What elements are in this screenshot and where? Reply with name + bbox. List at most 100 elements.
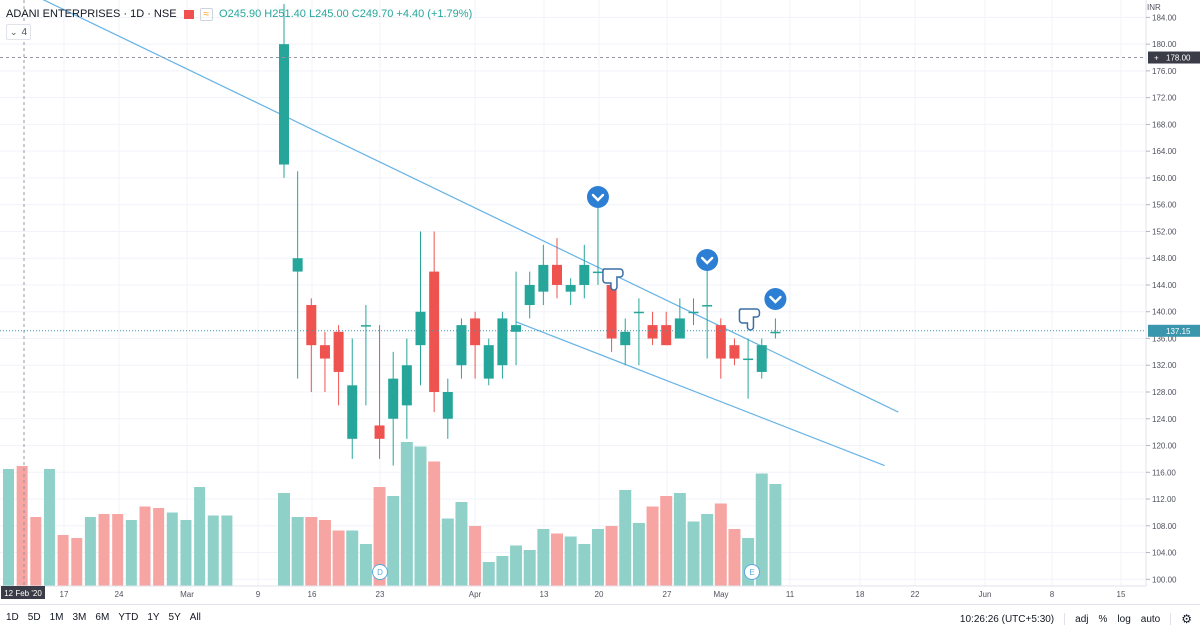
volume-bar [455,502,468,586]
candle-body [483,345,494,379]
y-tick-label: 124.00 [1152,415,1177,424]
volume-bar [125,520,137,586]
percent-toggle[interactable]: % [1098,613,1108,625]
range-button-3m[interactable]: 3M [72,612,87,623]
range-button-1m[interactable]: 1M [49,612,64,623]
range-button-all[interactable]: All [189,612,201,623]
volume-bar [701,514,714,586]
y-tick-label: 156.00 [1152,201,1177,210]
volume-bar [578,544,591,586]
range-button-1d[interactable]: 1D [6,612,19,623]
x-tick-label: Jun [979,590,992,599]
x-tick-label: 20 [595,590,604,599]
y-tick-label: 128.00 [1152,388,1177,397]
last-price-label: 137.15 [1166,327,1191,336]
candle-body [579,264,590,285]
y-tick-label: 152.00 [1152,227,1177,236]
volume-bar [714,503,727,586]
hand-shape [738,308,761,331]
volume-bar [605,526,618,586]
candle-body [565,284,576,292]
pointing-hand-icon [602,268,624,291]
volume-bar [400,442,413,586]
chart-header: ADANI ENTERPRISES · 1D · NSE ≈ O245.90 H… [6,6,472,22]
symbol-title[interactable]: ADANI ENTERPRISES · 1D · NSE [6,8,177,20]
event-marker [372,564,388,580]
event-marker [744,564,760,580]
x-tick-label: 11 [786,590,795,599]
volume-bar [632,523,645,586]
y-tick-label: 180.00 [1152,40,1177,49]
y-tick-label: 176.00 [1152,67,1177,76]
range-button-6m[interactable]: 6M [95,612,110,623]
volume-bar [646,506,659,586]
volume-bar [510,545,523,586]
volume-bar [591,529,604,586]
volume-bar [482,562,495,586]
y-tick-label: 160.00 [1152,174,1177,183]
volume-bar [359,544,372,586]
volume-bar [673,493,686,586]
y-tick-label: 136.00 [1152,334,1177,343]
candle-body [374,425,385,439]
volume-bar [139,506,151,586]
candle-body [511,325,522,332]
candle-body [319,345,330,359]
range-button-ytd[interactable]: YTD [118,612,139,623]
flag-icon[interactable] [183,9,194,19]
x-axis: 17 24 Mar 9 16 23 Apr 13 20 27 May 11 18 22 Jun 8 15 12 F… [0,585,1146,599]
volume-bar [373,487,386,586]
range-button-5d[interactable]: 5D [27,612,41,623]
candle-body [279,44,289,165]
volume-bar [180,520,192,586]
event-label: D [377,568,383,577]
auto-toggle[interactable]: auto [1140,613,1161,625]
currency-label: INR [1147,3,1161,12]
x-tick-label: Apr [469,590,482,599]
pointing-hand-icon [738,308,761,331]
x-tick-label: 24 [115,590,124,599]
x-tick-label: 18 [856,590,865,599]
volume-bar [523,550,536,586]
x-tick-label: 8 [1050,590,1055,599]
volume-bar [469,526,482,586]
toolbar-right: 10:26:26 (UTC+5:30) adj % log auto ⚙ [950,612,1192,626]
candle-body [620,331,631,346]
event-label: E [749,568,754,577]
y-axis: 184.00 180.00 176.00 172.00 168.00 164.00 160.… [1145,0,1200,604]
volume-bar [414,446,427,586]
y-tick-label: 108.00 [1152,522,1177,531]
indicator-toggle[interactable]: ⌄ 4 [6,24,32,40]
down-arrow-chevron [591,193,605,202]
x-tick-label: 16 [308,590,317,599]
crosshair [0,0,1146,586]
clock: 10:26:26 (UTC+5:30) [959,613,1055,625]
down-arrow-icon [696,249,719,271]
candle-body [674,318,685,339]
compare-icon[interactable]: ≈ [199,7,214,21]
volume-bar [318,520,331,586]
candle-body [470,318,481,346]
last-price-bg [1148,324,1200,337]
volume-bar [3,469,14,586]
down-arrow-icon [764,288,787,310]
adj-toggle[interactable]: adj [1075,613,1089,625]
range-button-5y[interactable]: 5Y [168,612,181,623]
volume-bar [98,514,110,586]
candle-body [647,325,658,339]
y-tick-label: 140.00 [1152,308,1177,317]
down-arrow-chevron [700,256,714,265]
volume-bar [57,535,69,586]
range-button-1y[interactable]: 1Y [147,612,160,623]
volume-bar [755,473,768,586]
volume-bar [769,484,782,586]
candle-body [524,284,535,306]
candle-body [497,318,508,366]
log-toggle[interactable]: log [1117,613,1131,625]
y-tick-label: 116.00 [1152,468,1176,477]
settings-icon[interactable]: ⚙ [1181,612,1192,626]
candle-body [456,325,467,366]
y-tick-label: 100.00 [1152,575,1177,584]
